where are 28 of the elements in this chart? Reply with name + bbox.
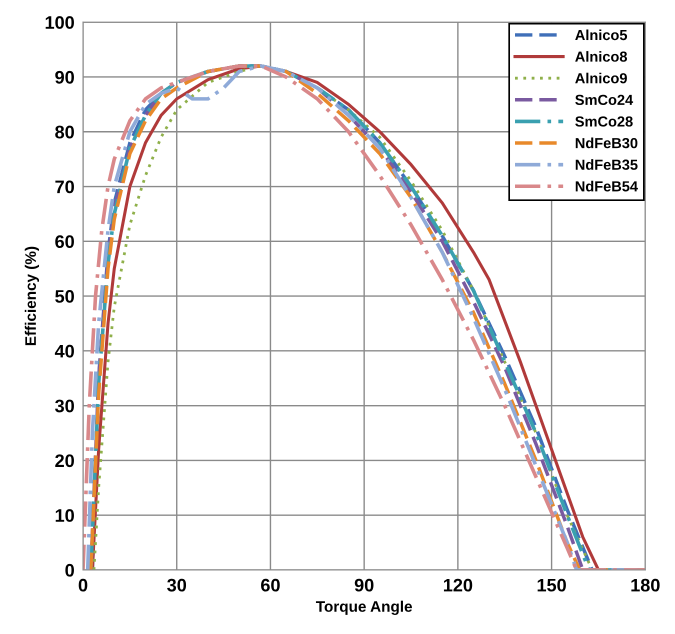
x-tick-label: 120 xyxy=(444,578,472,592)
x-tick-label: 180 xyxy=(631,578,660,592)
y-tick-label: 90 xyxy=(55,70,74,84)
legend-label: NdFeB54 xyxy=(576,180,638,192)
legend-label: SmCo28 xyxy=(575,116,633,127)
y-axis-title: Efficiency (%) xyxy=(24,246,40,346)
y-tick-label: 30 xyxy=(55,400,74,412)
y-tick-label: 40 xyxy=(54,344,74,358)
y-tick-label: 80 xyxy=(55,126,74,138)
y-tick-label: 70 xyxy=(55,180,74,194)
x-tick-label: 90 xyxy=(354,578,374,592)
x-tick-label: 150 xyxy=(538,578,566,592)
legend-label: Alnico9 xyxy=(575,72,627,84)
y-tick-label: 50 xyxy=(55,290,74,303)
y-tick-label: 20 xyxy=(55,454,74,468)
legend-label: NdFeB35 xyxy=(576,159,638,170)
y-tick-label: 60 xyxy=(55,235,74,248)
x-tick-label: 30 xyxy=(167,578,186,592)
legend-label: Alnico5 xyxy=(575,29,628,40)
x-axis-title: Torque Angle xyxy=(316,600,412,615)
legend-label: SmCo24 xyxy=(575,94,634,106)
y-tick-label: 100 xyxy=(46,16,74,29)
legend-label: NdFeB30 xyxy=(576,138,638,148)
x-tick-label: 0 xyxy=(78,578,88,592)
x-tick-label: 60 xyxy=(261,578,280,592)
y-tick-label: 10 xyxy=(56,509,74,522)
y-tick-label: 0 xyxy=(65,564,74,577)
legend-label: Alnico8 xyxy=(575,51,628,62)
